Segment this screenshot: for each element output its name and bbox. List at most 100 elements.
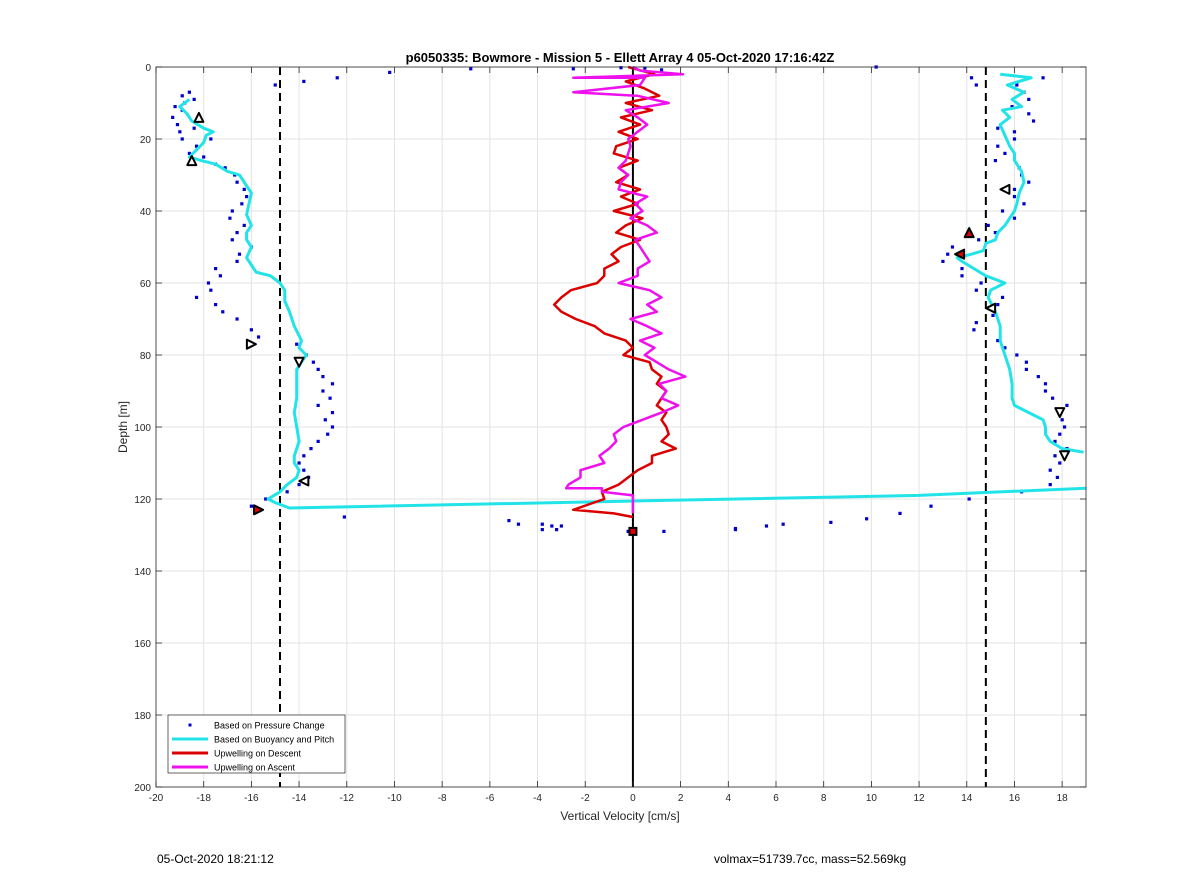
pressure-point <box>643 66 647 70</box>
x-tick-label: -14 <box>292 793 307 804</box>
pressure-point <box>175 123 180 127</box>
series-group <box>178 72 1087 510</box>
pressure-point <box>249 504 253 508</box>
pressure-point <box>977 238 981 242</box>
pressure-point <box>230 209 234 213</box>
pressure-point <box>969 76 974 80</box>
pressure-point <box>1041 76 1045 80</box>
pressure-point <box>1053 454 1057 458</box>
pressure-point <box>1015 353 1019 357</box>
pressure-point <box>237 252 242 256</box>
pressure-point <box>1012 195 1017 199</box>
buoyancy-line <box>955 72 1084 454</box>
pressure-point <box>946 252 950 256</box>
pressure-point <box>1053 439 1057 443</box>
pressure-point <box>316 439 320 443</box>
y-tick-label: 200 <box>134 783 151 794</box>
x-tick-label: 6 <box>773 793 779 804</box>
pressure-point <box>1000 209 1005 213</box>
x-tick-label: -4 <box>533 793 542 804</box>
pressure-point <box>1012 216 1017 220</box>
series-group <box>171 65 1069 533</box>
x-tick-label: -10 <box>387 793 402 804</box>
pressure-point <box>626 529 630 533</box>
pressure-point <box>1065 403 1069 407</box>
pressure-point <box>986 223 990 227</box>
pressure-point <box>960 267 964 271</box>
pressure-point <box>235 231 239 235</box>
pressure-point <box>1062 425 1067 429</box>
pressure-point <box>194 144 199 148</box>
series-group <box>186 111 1071 536</box>
pressure-point <box>540 528 544 532</box>
x-tick-label: 8 <box>821 793 827 804</box>
pressure-point <box>516 522 521 526</box>
pressure-point <box>1031 119 1036 123</box>
y-tick-label: 20 <box>140 135 152 146</box>
pressure-point <box>297 461 301 465</box>
pressure-point <box>865 517 869 521</box>
pressure-point <box>173 105 177 109</box>
pressure-point <box>323 418 327 422</box>
x-tick-label: 4 <box>726 793 732 804</box>
marker-triangle <box>193 111 205 123</box>
pressure-point <box>996 144 1000 148</box>
pressure-point <box>974 321 978 325</box>
pressure-point <box>230 238 234 242</box>
pressure-point <box>202 155 206 159</box>
pressure-point <box>1058 432 1062 436</box>
marker-triangle <box>245 338 257 350</box>
x-tick-label: 18 <box>1057 793 1069 804</box>
pressure-point <box>223 166 227 170</box>
legend-marker <box>188 723 192 727</box>
pressure-point <box>619 66 623 70</box>
pressure-point <box>249 328 253 332</box>
pressure-point <box>1022 202 1026 206</box>
y-tick-label: 0 <box>145 63 151 74</box>
pressure-point <box>187 90 191 94</box>
pressure-point <box>242 187 246 191</box>
pressure-point <box>342 515 346 519</box>
pressure-point <box>240 202 244 206</box>
legend-label: Upwelling on Descent <box>214 749 302 759</box>
pressure-point <box>264 497 268 501</box>
marker-triangle <box>253 504 265 516</box>
pressure-point <box>996 339 1000 343</box>
pressure-point <box>550 524 554 528</box>
x-tick-label: 14 <box>961 793 973 804</box>
x-axis-label: Vertical Velocity [cm/s] <box>560 809 679 823</box>
pressure-point <box>273 83 277 87</box>
x-tick-label: 16 <box>1009 793 1021 804</box>
pressure-point <box>302 454 306 458</box>
pressure-point <box>302 468 306 472</box>
y-tick-label: 180 <box>134 711 151 722</box>
pressure-point <box>1015 83 1019 87</box>
pressure-point <box>974 83 978 87</box>
series-layer <box>171 65 1087 536</box>
pressure-point <box>178 130 182 134</box>
pressure-point <box>993 231 997 235</box>
marker-triangle <box>298 475 310 487</box>
pressure-point <box>1060 418 1064 422</box>
pressure-point <box>991 313 995 317</box>
pressure-point <box>328 396 332 400</box>
pressure-point <box>974 288 978 292</box>
pressure-point <box>967 497 971 501</box>
marker-triangle <box>963 227 975 239</box>
marker-triangle <box>999 183 1011 195</box>
pressure-point <box>996 126 1000 130</box>
pressure-point <box>330 425 335 429</box>
marker-triangle <box>186 155 198 167</box>
pressure-point <box>1027 97 1031 101</box>
x-tick-label: -20 <box>149 793 164 804</box>
buoyancy-line <box>178 98 1087 510</box>
series-group <box>552 65 678 519</box>
pressure-point <box>1058 461 1062 465</box>
pressure-point <box>1043 382 1048 386</box>
legend-label: Based on Pressure Change <box>214 721 325 731</box>
marker-square <box>628 526 638 536</box>
x-tick-label: -18 <box>196 793 211 804</box>
pressure-point <box>214 303 218 307</box>
marker-triangle <box>1054 407 1066 419</box>
